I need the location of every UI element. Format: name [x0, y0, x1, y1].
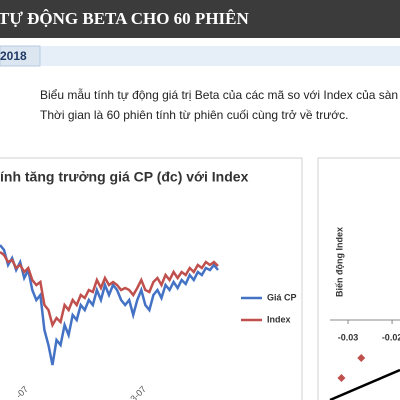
y-axis-label: Biến động Index — [334, 227, 344, 297]
line-chart-box — [0, 157, 303, 400]
desc: Thời gian là 60 phiên tính từ phiên cuối… — [40, 108, 349, 122]
trendline — [329, 368, 400, 400]
series-line — [0, 250, 219, 329]
x-tick-label: -0.02 — [382, 332, 400, 342]
title-bar — [0, 0, 400, 38]
point — [337, 374, 346, 382]
x-tick-label: -0.03 — [338, 332, 359, 342]
scatter-box — [317, 157, 400, 400]
year: 2018 — [0, 49, 27, 63]
year-cell — [0, 45, 41, 67]
title: TỰ ĐỘNG BETA CHO 60 PHIÊN — [0, 9, 249, 28]
chart-title: ính tăng trưởng giá CP (đc) với Index — [0, 169, 249, 185]
series-line — [0, 244, 219, 366]
desc: Biểu mẫu tính tự động giá trị Beta của c… — [40, 87, 400, 102]
point — [357, 354, 366, 362]
legend-label: Giá CP — [267, 292, 297, 302]
year-band — [0, 46, 400, 66]
legend-label: Index — [267, 314, 291, 324]
